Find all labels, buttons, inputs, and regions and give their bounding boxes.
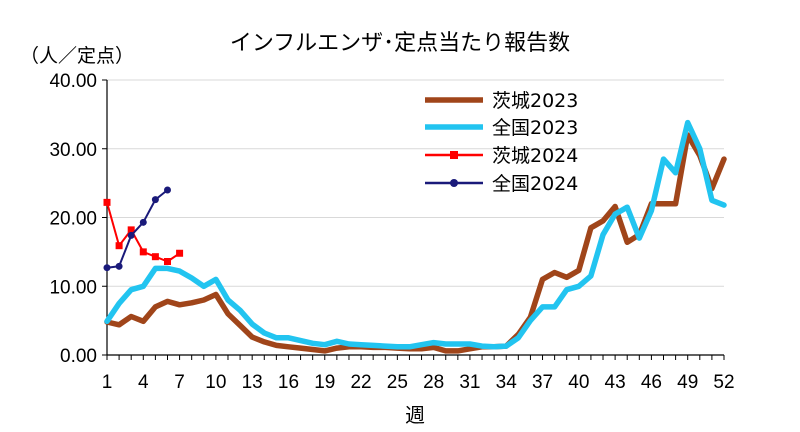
x-tick-label: 13 — [242, 372, 263, 393]
series-point — [139, 248, 147, 256]
chart-title: インフルエンザ･定点当たり報告数 — [230, 31, 570, 56]
series-point — [115, 242, 123, 250]
x-tick-label: 19 — [314, 372, 335, 393]
x-tick-label: 37 — [532, 372, 553, 393]
legend-marker — [450, 179, 458, 187]
x-tick-label: 1 — [102, 372, 113, 393]
series-point — [163, 186, 171, 194]
x-axis-label: 週 — [405, 403, 425, 427]
series-point — [115, 262, 123, 270]
legend-marker — [450, 151, 458, 159]
legend-label: 茨城2024 — [492, 145, 578, 167]
axes — [102, 79, 725, 360]
y-tick-label: 30.00 — [49, 140, 97, 161]
x-tick-label: 46 — [641, 372, 662, 393]
legend: 茨城2023 全国2023 茨城2024 全国2024 — [425, 90, 578, 195]
series-line-1 — [104, 132, 727, 354]
series-point — [127, 226, 135, 234]
x-tick-label: 22 — [350, 372, 371, 393]
legend-label: 茨城2023 — [492, 90, 578, 112]
y-axis-unit-label: （人／定点） — [20, 45, 134, 67]
series-point — [151, 253, 159, 261]
legend-label: 全国2023 — [492, 117, 578, 139]
series-point — [151, 196, 159, 204]
series-point — [103, 264, 111, 272]
x-tick-labels: 1 4 7 10 13 16 19 22 25 28 31 34 37 40 43 46 49 52 — [102, 372, 735, 393]
x-tick-label: 49 — [677, 372, 698, 393]
x-tick-label: 28 — [423, 372, 444, 393]
x-tick-label: 10 — [205, 372, 226, 393]
x-tick-label: 4 — [138, 372, 149, 393]
legend-label: 全国2024 — [492, 173, 578, 195]
series-point — [103, 198, 111, 206]
y-tick-label: 40.00 — [49, 71, 97, 92]
series-point — [139, 218, 147, 226]
x-tick-label: 7 — [174, 372, 185, 393]
series-point — [176, 249, 184, 257]
x-tick-label: 25 — [387, 372, 408, 393]
series-line-2 — [104, 119, 727, 350]
y-tick-label: 10.00 — [49, 277, 97, 298]
x-tick-label: 52 — [713, 372, 734, 393]
series-point — [127, 231, 135, 239]
y-tick-labels: 0.00 10.00 20.00 30.00 40.00 — [49, 71, 97, 367]
x-tick-label: 31 — [459, 372, 480, 393]
x-tick-label: 34 — [496, 372, 518, 393]
series-point — [163, 258, 171, 265]
series-lines — [103, 119, 727, 354]
x-tick-label: 40 — [568, 372, 589, 393]
y-tick-label: 20.00 — [49, 209, 97, 230]
x-tick-label: 16 — [278, 372, 299, 393]
x-tick-label: 43 — [605, 372, 626, 393]
y-tick-label: 0.00 — [60, 346, 97, 367]
